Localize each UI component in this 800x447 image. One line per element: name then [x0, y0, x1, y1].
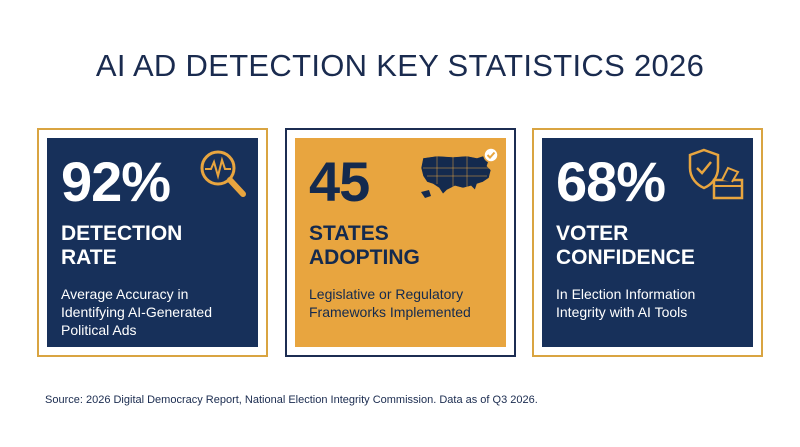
stat-label-line: RATE — [61, 246, 117, 269]
stat-label-line: VOTER — [556, 222, 629, 245]
stat-description-line: Identifying AI-Generated — [61, 304, 212, 320]
stat-card-voter-confidence: 68% VOTER CONFIDENCE In Election Informa… — [532, 128, 763, 357]
stat-value: 45 — [309, 150, 370, 213]
us-map-check-icon — [420, 147, 499, 198]
source-note: Source: 2026 Digital Democracy Report, N… — [45, 394, 538, 406]
stat-card-detection-rate: 92% DETECTION RATE Average Accuracy in I… — [37, 128, 268, 357]
stat-description-line: Legislative or Regulatory — [309, 286, 464, 302]
stat-value: 68% — [556, 150, 666, 213]
stat-label: STATES ADOPTING — [309, 222, 420, 270]
stat-description-line: Average Accuracy in — [61, 286, 189, 302]
stat-label: DETECTION RATE — [61, 222, 182, 270]
stat-description-line: In Election Information — [556, 286, 696, 302]
stat-label-line: CONFIDENCE — [556, 246, 695, 269]
stat-description-line: Political Ads — [61, 322, 137, 338]
stat-description: In Election Information Integrity with A… — [556, 285, 746, 321]
stat-description: Average Accuracy in Identifying AI-Gener… — [61, 285, 251, 339]
stat-card-states-adopting: 45 STATES ADOPTING Legislative or Regula… — [285, 128, 516, 357]
stat-label-line: STATES — [309, 222, 389, 245]
shield-ballot-icon — [688, 148, 744, 200]
page-title: AI AD DETECTION KEY STATISTICS 2026 — [95, 48, 705, 83]
stat-label: VOTER CONFIDENCE — [556, 222, 695, 270]
stat-description: Legislative or Regulatory Frameworks Imp… — [309, 285, 499, 321]
magnifier-pulse-icon — [200, 150, 246, 197]
stat-card-panel: 45 STATES ADOPTING Legislative or Regula… — [295, 138, 506, 347]
stat-card-panel: 92% DETECTION RATE Average Accuracy in I… — [47, 138, 258, 347]
stat-label-line: ADOPTING — [309, 246, 420, 269]
stat-label-line: DETECTION — [61, 222, 183, 245]
stat-value: 92% — [61, 150, 171, 213]
stat-description-line: Integrity with AI Tools — [556, 304, 688, 320]
stat-card-panel: 68% VOTER CONFIDENCE In Election Informa… — [542, 138, 753, 347]
stat-description-line: Frameworks Implemented — [309, 304, 471, 320]
